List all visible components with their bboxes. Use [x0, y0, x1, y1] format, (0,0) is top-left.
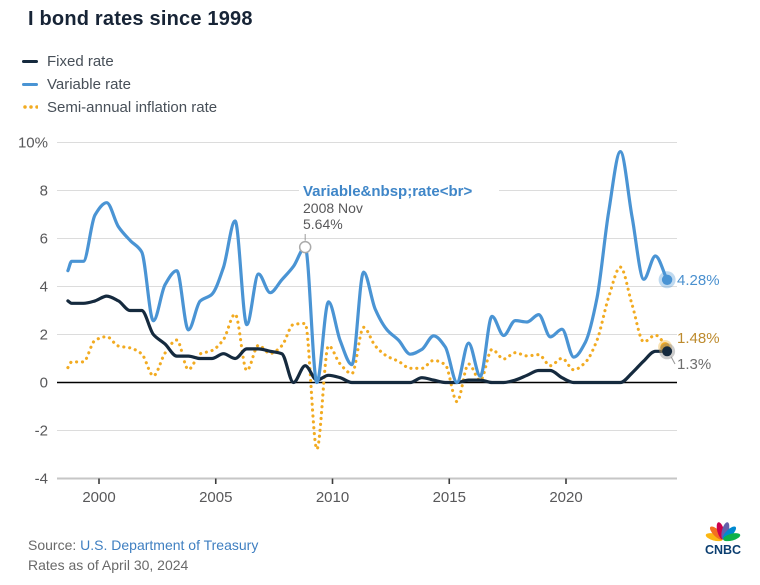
legend: Fixed rate Variable rate Semi-annual inf… [22, 52, 218, 116]
y-axis-label: 0 [40, 375, 48, 392]
peacock-feather [723, 533, 741, 542]
x-axis-label: 2015 [433, 489, 466, 506]
footer: Source: U.S. Department of Treasury Rate… [28, 535, 258, 575]
y-axis-label: 2 [40, 327, 48, 344]
y-axis-label: 10% [18, 135, 48, 152]
y-axis-label: 8 [40, 183, 48, 200]
fixed-label-connector [670, 356, 676, 365]
legend-item-variable-rate: Variable rate [22, 75, 217, 93]
peacock-icon [705, 522, 741, 542]
series-line-variable-rate[interactable] [66, 150, 669, 385]
fixed-rate-line-swatch-icon [22, 59, 38, 63]
x-axis-label: 2005 [199, 489, 232, 506]
legend-item-fixed-rate: Fixed rate [22, 52, 217, 70]
series-line-fixed-rate[interactable] [66, 294, 669, 385]
series-line-semi-annual-inflation-rate[interactable] [66, 265, 669, 451]
x-axis-label: 2010 [316, 489, 349, 506]
y-axis-label: 6 [40, 231, 48, 248]
legend-label: Fixed rate [47, 52, 114, 70]
tooltip-value: 5.64% [303, 216, 343, 232]
tooltip-title: Variable&nbsp;rate<br> [303, 183, 472, 200]
y-axis-label: 4 [40, 279, 48, 296]
variable-end-dot [661, 274, 673, 285]
cnbc-wordmark: CNBC [705, 543, 741, 557]
tooltip-date: 2008 Nov [303, 200, 363, 216]
x-axis-label: 2020 [549, 489, 582, 506]
page-title: I bond rates since 1998 [28, 8, 253, 30]
source-link[interactable]: U.S. Department of Treasury [80, 537, 259, 553]
as-of-line: Rates as of April 30, 2024 [28, 557, 189, 573]
legend-label: Semi-annual inflation rate [47, 98, 218, 116]
variable-rate-end-label: 4.28% [677, 272, 720, 289]
x-axis-label: 2000 [82, 489, 115, 506]
inflation-rate-end-label: 1.48% [677, 330, 720, 347]
tooltip-point-marker [298, 240, 312, 254]
y-axis-label: -2 [35, 423, 48, 440]
source-line: Source: U.S. Department of Treasury [28, 535, 258, 555]
legend-label: Variable rate [47, 75, 131, 93]
variable-rate-line-swatch-icon [22, 82, 38, 86]
fixed-rate-end-label: 1.3% [677, 356, 711, 373]
tooltip-bg [299, 181, 499, 235]
fixed-end-dot [662, 346, 673, 357]
legend-item-inflation-rate: Semi-annual inflation rate [22, 98, 218, 116]
cnbc-logo: CNBC [705, 522, 741, 557]
source-prefix: Source: [28, 537, 81, 553]
inflation-rate-dotted-swatch-icon [22, 105, 38, 109]
y-axis-label: -4 [35, 471, 48, 488]
